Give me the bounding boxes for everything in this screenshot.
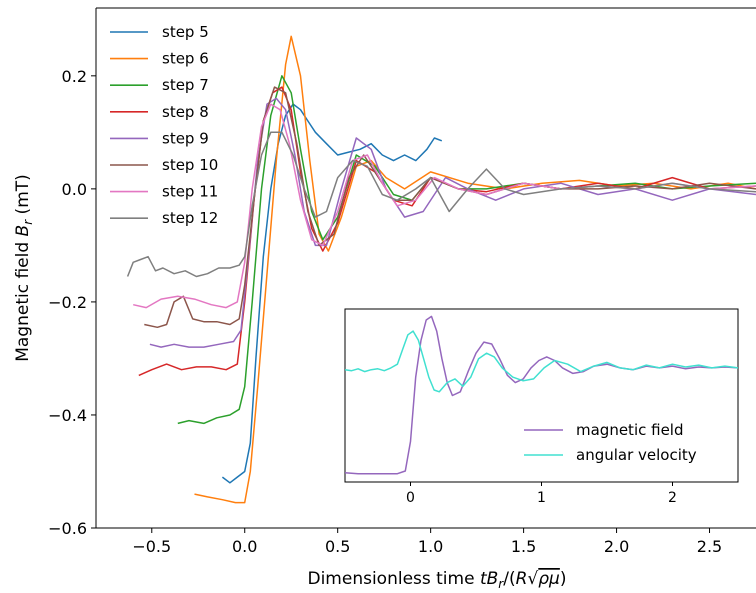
x-axis-label: Dimensionless time tBr/(R√ρμ) bbox=[307, 569, 566, 591]
legend-label: step 8 bbox=[162, 103, 209, 121]
inset-x-tick-label: 0 bbox=[406, 490, 415, 506]
legend-label: step 10 bbox=[162, 156, 218, 174]
series-line-step-11 bbox=[133, 103, 756, 309]
y-tick-label: 0.0 bbox=[62, 180, 87, 199]
legend-label: step 7 bbox=[162, 76, 209, 94]
main-legend: step 5 step 6 step 7 step 8 step 9 step 10 ste… bbox=[110, 23, 218, 227]
inset-series-line-magnetic-field bbox=[345, 315, 738, 475]
x-tick-label: 2.5 bbox=[697, 537, 722, 556]
x-tick-label: 1.0 bbox=[418, 537, 443, 556]
legend-label: step 11 bbox=[162, 183, 218, 201]
main-series-group bbox=[126, 35, 756, 504]
y-tick-label: −0.4 bbox=[48, 406, 87, 425]
inset-series-line-angular-velocity bbox=[345, 330, 738, 393]
y-tick-label: −0.6 bbox=[48, 519, 87, 538]
inset-legend-label: angular velocity bbox=[576, 446, 697, 464]
x-tick-label: 0.0 bbox=[232, 537, 257, 556]
series-line-step-9 bbox=[149, 97, 756, 348]
y-tick-label: −0.2 bbox=[48, 293, 87, 312]
inset-axes-group: 0 1 2 bbox=[406, 482, 677, 506]
legend-label: step 5 bbox=[162, 23, 209, 41]
y-axis-label: Magnetic field Br (mT) bbox=[13, 174, 35, 362]
x-tick-label: −0.5 bbox=[132, 537, 171, 556]
series-line-step-12 bbox=[126, 131, 756, 278]
y-tick-label: 0.2 bbox=[62, 67, 87, 86]
inset-plot-area bbox=[344, 308, 739, 483]
inset-legend: magnetic field angular velocity bbox=[524, 421, 697, 464]
inset-x-tick-label: 1 bbox=[537, 490, 546, 506]
legend-label: step 6 bbox=[162, 50, 209, 68]
series-line-step-5 bbox=[221, 103, 443, 484]
x-tick-label: 0.5 bbox=[325, 537, 350, 556]
inset-legend-label: magnetic field bbox=[576, 421, 684, 439]
inset-x-tick-label: 2 bbox=[668, 490, 677, 506]
x-tick-label: 2.0 bbox=[604, 537, 629, 556]
x-tick-label: 1.5 bbox=[511, 537, 536, 556]
main-axes-group: −0.5 0.0 0.5 1.0 1.5 2.0 2.5 −0.6 −0.4 −0.2 0.0 0.2 bbox=[48, 7, 756, 556]
inset-series-group bbox=[345, 315, 738, 475]
series-line-step-6 bbox=[194, 35, 756, 504]
legend-label: step 12 bbox=[162, 209, 218, 227]
legend-label: step 9 bbox=[162, 129, 209, 147]
